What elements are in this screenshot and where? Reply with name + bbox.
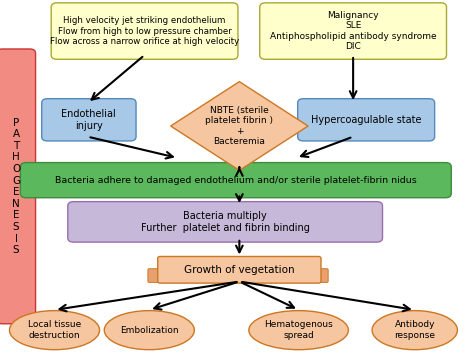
Text: NBTE (sterile
platelet fibrin )
+
Bacteremia: NBTE (sterile platelet fibrin ) + Bacter… [205, 106, 273, 146]
Text: Bacteria multiply
Further  platelet and fibrin binding: Bacteria multiply Further platelet and f… [141, 211, 310, 233]
FancyBboxPatch shape [0, 49, 36, 324]
Text: Bacteria adhere to damaged endothelium and/or sterile platelet-fibrin nidus: Bacteria adhere to damaged endothelium a… [55, 176, 417, 185]
FancyBboxPatch shape [260, 3, 447, 59]
Text: Endothelial
injury: Endothelial injury [62, 109, 116, 131]
Text: High velocity jet striking endothelium
Flow from high to low pressure chamber
Fl: High velocity jet striking endothelium F… [50, 16, 239, 46]
FancyBboxPatch shape [158, 256, 321, 283]
Text: Hypercoagulable state: Hypercoagulable state [311, 115, 421, 125]
FancyBboxPatch shape [20, 163, 451, 198]
Text: P
A
T
H
O
G
E
N
E
S
I
S: P A T H O G E N E S I S [12, 118, 20, 255]
FancyBboxPatch shape [68, 202, 383, 242]
Text: Growth of vegetation: Growth of vegetation [184, 265, 295, 275]
Text: Malignancy
SLE
Antiphospholipid antibody syndrome
DIC: Malignancy SLE Antiphospholipid antibody… [270, 11, 437, 51]
Ellipse shape [104, 311, 194, 350]
FancyBboxPatch shape [148, 269, 167, 283]
FancyBboxPatch shape [42, 99, 136, 141]
FancyBboxPatch shape [298, 99, 435, 141]
Ellipse shape [372, 311, 457, 350]
Text: Local tissue
destruction: Local tissue destruction [28, 321, 81, 340]
Ellipse shape [9, 311, 100, 350]
Text: Embolization: Embolization [120, 326, 179, 335]
FancyBboxPatch shape [51, 3, 238, 59]
Ellipse shape [249, 311, 348, 350]
Polygon shape [171, 82, 308, 170]
Text: Hematogenous
spread: Hematogenous spread [264, 321, 333, 340]
Text: Antibody
response: Antibody response [394, 321, 435, 340]
FancyBboxPatch shape [309, 269, 328, 283]
